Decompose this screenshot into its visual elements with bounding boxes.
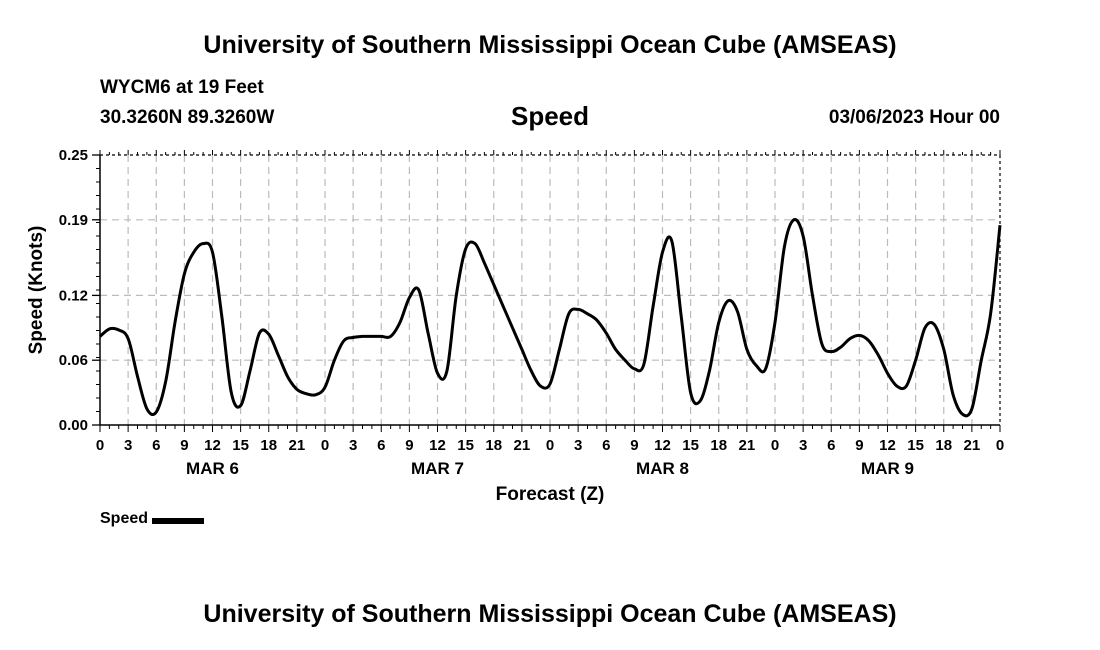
x-tick-label: 3 (349, 437, 357, 454)
x-tick-label: 0 (321, 437, 329, 454)
variable-title: Speed (510, 101, 590, 131)
day-label: MAR 8 (636, 459, 689, 478)
y-tick-label: 0.25 (59, 147, 88, 164)
y-tick-label: 0.19 (59, 212, 88, 229)
day-label: MAR 6 (186, 459, 239, 478)
x-tick-label: 9 (855, 437, 863, 454)
x-tick-label: 3 (799, 437, 807, 454)
x-tick-label: 3 (574, 437, 582, 454)
x-tick-label: 18 (710, 437, 727, 454)
x-tick-label: 15 (457, 437, 474, 454)
x-tick-label: 6 (827, 437, 835, 454)
y-tick-label: 0.00 (59, 417, 88, 434)
x-tick-label: 3 (124, 437, 132, 454)
station-label: WYCM6 at 19 Feet (100, 77, 264, 98)
y-tick-label: 0.12 (59, 287, 88, 304)
x-tick-label: 9 (405, 437, 413, 454)
x-tick-label: 15 (232, 437, 249, 454)
grid-lines (100, 155, 1000, 425)
x-tick-label: 12 (204, 437, 221, 454)
series-line-speed (99, 218, 1002, 418)
x-tick-label: 18 (485, 437, 502, 454)
x-axis-label: Forecast (Z) (496, 484, 605, 505)
location-label: 30.3260N 89.3260W (100, 107, 275, 128)
legend-line-swatch (152, 517, 205, 524)
x-tick-label: 0 (771, 437, 779, 454)
x-tick-label: 0 (96, 437, 104, 454)
series-layer (99, 218, 1002, 418)
x-tick-label: 21 (964, 437, 981, 454)
x-tick-label: 6 (602, 437, 610, 454)
x-tick-label: 18 (260, 437, 277, 454)
legend: Speed (100, 510, 205, 528)
ticks (92, 150, 1001, 432)
day-label: MAR 7 (411, 459, 464, 478)
x-tick-label: 21 (289, 437, 306, 454)
chart-title-top: University of Southern Mississippi Ocean… (203, 31, 897, 59)
x-tick-label: 12 (654, 437, 671, 454)
x-tick-label: 9 (630, 437, 638, 454)
x-tick-label: 15 (682, 437, 699, 454)
chart-title-bottom: University of Southern Mississippi Ocean… (203, 600, 897, 628)
day-label: MAR 9 (861, 459, 914, 478)
datetime-label: 03/06/2023 Hour 00 (828, 107, 1000, 128)
x-tick-label: 9 (180, 437, 188, 454)
x-tick-label: 12 (879, 437, 896, 454)
x-tick-label: 0 (546, 437, 554, 454)
legend-label: Speed (100, 510, 149, 527)
x-tick-label: 6 (377, 437, 385, 454)
y-tick-label: 0.06 (59, 352, 88, 369)
x-tick-label: 6 (152, 437, 160, 454)
x-tick-label: 21 (514, 437, 531, 454)
x-tick-label: 0 (996, 437, 1004, 454)
x-tick-label: 15 (907, 437, 924, 454)
x-tick-label: 12 (429, 437, 446, 454)
x-tick-label: 21 (739, 437, 756, 454)
y-axis-label: Speed (Knots) (26, 226, 47, 355)
tick-labels: 0 3 6 9 12 15 18 21 0 3 6 9 12 15 18 21 0 3 6 9 12 15 18 21 0 3 6 9… (59, 147, 1004, 478)
x-tick-label: 18 (935, 437, 952, 454)
